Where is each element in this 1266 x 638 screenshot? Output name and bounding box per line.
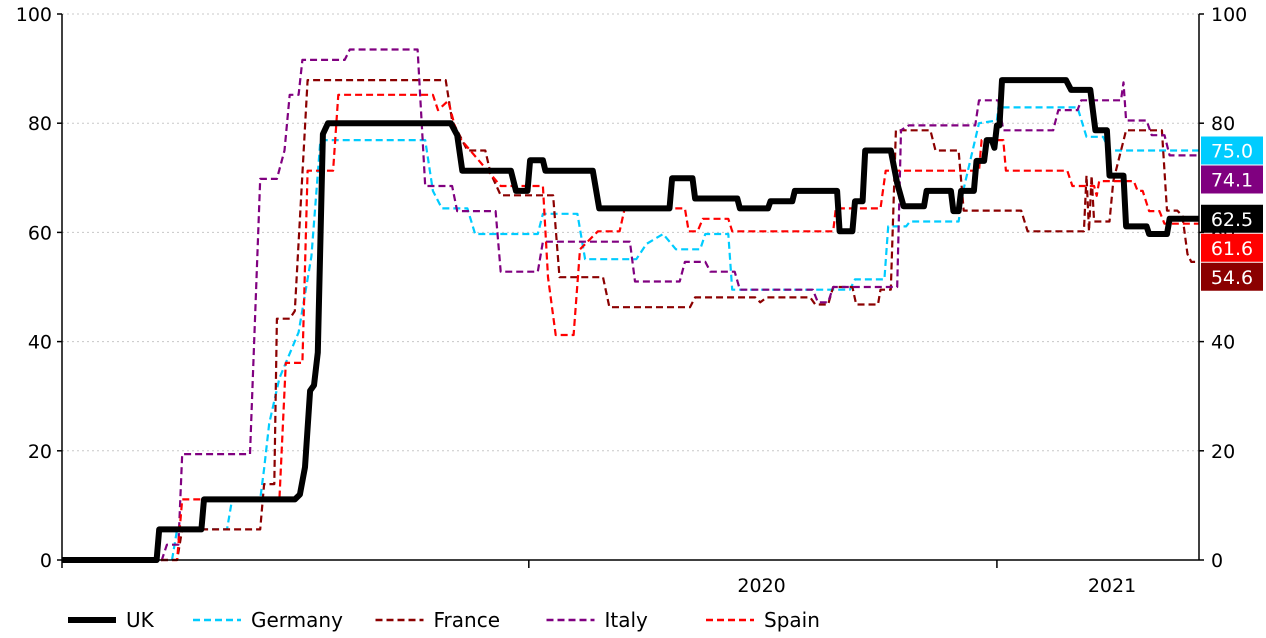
series-lines: [62, 48, 1199, 563]
legend: UK Germany France Italy Spain: [68, 608, 820, 632]
end-badge-italy: [1201, 165, 1263, 194]
y-tick-label-right: 0: [1211, 550, 1223, 572]
end-badge-spain: [1201, 233, 1263, 262]
y-tick-label-left: 100: [16, 4, 52, 26]
end-badge-france: [1201, 262, 1263, 291]
axes: [61, 14, 1200, 561]
end-badge-uk: [1201, 204, 1263, 233]
end-badge-label-uk: 62.5: [1211, 209, 1253, 231]
y-tick-label-left: 0: [40, 550, 52, 572]
x-tick-label: 2020: [737, 575, 785, 597]
y-tick-label-right: 20: [1211, 441, 1235, 463]
end-badge-label-spain: 61.6: [1211, 238, 1253, 260]
x-tick-label: 2021: [1088, 575, 1136, 597]
end-value-badges: 75.0 74.1 62.5 61.6 54.6: [1201, 136, 1263, 291]
y-tick-label-right: 100: [1211, 4, 1247, 26]
legend-label-uk: UK: [126, 608, 155, 632]
legend-label-france: France: [434, 608, 501, 632]
series-line-germany: [62, 96, 1199, 562]
end-badge-label-germany: 75.0: [1211, 141, 1253, 163]
y-tick-label-left: 20: [28, 441, 52, 463]
legend-label-germany: Germany: [251, 608, 343, 632]
end-badge-germany: [1201, 136, 1263, 165]
series-line-spain: [62, 93, 1199, 562]
end-badge-label-italy: 74.1: [1211, 170, 1253, 192]
end-badge-label-france: 54.6: [1211, 267, 1253, 289]
y-tick-label-left: 60: [28, 222, 52, 244]
series-line-italy: [62, 48, 1199, 562]
y-tick-label-right: 80: [1211, 113, 1235, 135]
y-tick-label-left: 80: [28, 113, 52, 135]
y-tick-label-left: 40: [28, 332, 52, 354]
y-tick-label-right: 40: [1211, 332, 1235, 354]
legend-label-italy: Italy: [605, 608, 649, 632]
legend-label-spain: Spain: [764, 608, 820, 632]
series-line-uk: [62, 77, 1199, 563]
series-line-france: [62, 78, 1199, 562]
